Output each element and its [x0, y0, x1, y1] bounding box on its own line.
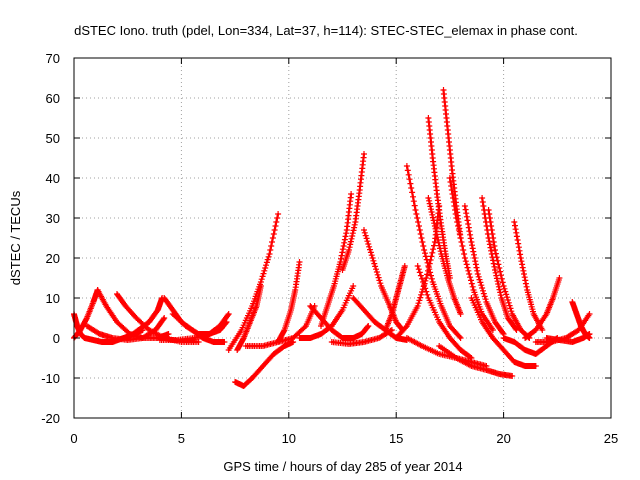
series-markers-arc-30 — [414, 263, 475, 361]
series-markers-arc-24 — [403, 163, 464, 341]
series-markers-arc-17 — [318, 191, 355, 329]
series-markers-arc-11 — [225, 211, 282, 353]
series-markers-arc-18 — [307, 303, 372, 341]
series-markers-arc-28 — [425, 195, 464, 317]
series-markers-arc-32 — [436, 343, 516, 379]
y-tick-label: 20 — [46, 251, 60, 266]
data-series — [71, 87, 593, 389]
series-markers-arc-07 — [124, 295, 166, 341]
chart-title: dSTEC Iono. truth (pdel, Lon=334, Lat=37… — [74, 23, 578, 38]
y-tick-label: 0 — [53, 331, 60, 346]
series-arc-11 — [227, 212, 280, 352]
y-tick-label: 10 — [46, 291, 60, 306]
series-markers-arc-39 — [522, 275, 563, 341]
series-arc-37 — [513, 220, 544, 332]
x-tick-label: 0 — [70, 431, 77, 446]
y-axis-label: dSTEC / TECUs — [8, 190, 23, 285]
y-tick-label: 60 — [46, 91, 60, 106]
x-axis-label: GPS time / hours of day 285 of year 2014 — [223, 459, 462, 474]
y-tick-label: -10 — [41, 371, 60, 386]
y-tick-label: 30 — [46, 211, 60, 226]
series-markers-arc-22 — [328, 327, 395, 347]
series-markers-arc-23 — [382, 263, 408, 333]
x-tick-label: 20 — [496, 431, 510, 446]
axes: 0 5 10 15 20 25 -20 -10 0 10 20 30 40 50 60 70 — [41, 51, 618, 446]
series-markers-arc-34 — [479, 195, 520, 333]
series-markers-arc-10 — [156, 311, 232, 343]
series-markers-arc-26 — [425, 115, 453, 281]
y-tick-label: 50 — [46, 131, 60, 146]
y-tick-label: -20 — [41, 411, 60, 426]
series-markers-arc-42 — [543, 331, 593, 345]
series-markers-arc-33 — [461, 203, 507, 337]
series-markers-arc-29 — [446, 175, 496, 333]
x-tick-label: 5 — [178, 431, 185, 446]
series-markers-arc-37 — [511, 219, 546, 333]
series-markers-arc-19 — [339, 151, 367, 273]
series-markers-arc-27 — [440, 87, 464, 241]
series-markers-arc-35 — [485, 207, 533, 341]
series-markers-arc-15 — [275, 259, 303, 345]
plot-frame — [73, 57, 612, 419]
x-tick-label: 10 — [282, 431, 296, 446]
series-markers-arc-13 — [234, 283, 264, 353]
x-tick-label: 25 — [604, 431, 618, 446]
x-tick-label: 15 — [389, 431, 403, 446]
series-markers-arc-36 — [468, 295, 539, 369]
series-markers-arc-12 — [232, 339, 297, 389]
y-tick-label: 70 — [46, 51, 60, 66]
y-tick-label: 40 — [46, 171, 60, 186]
